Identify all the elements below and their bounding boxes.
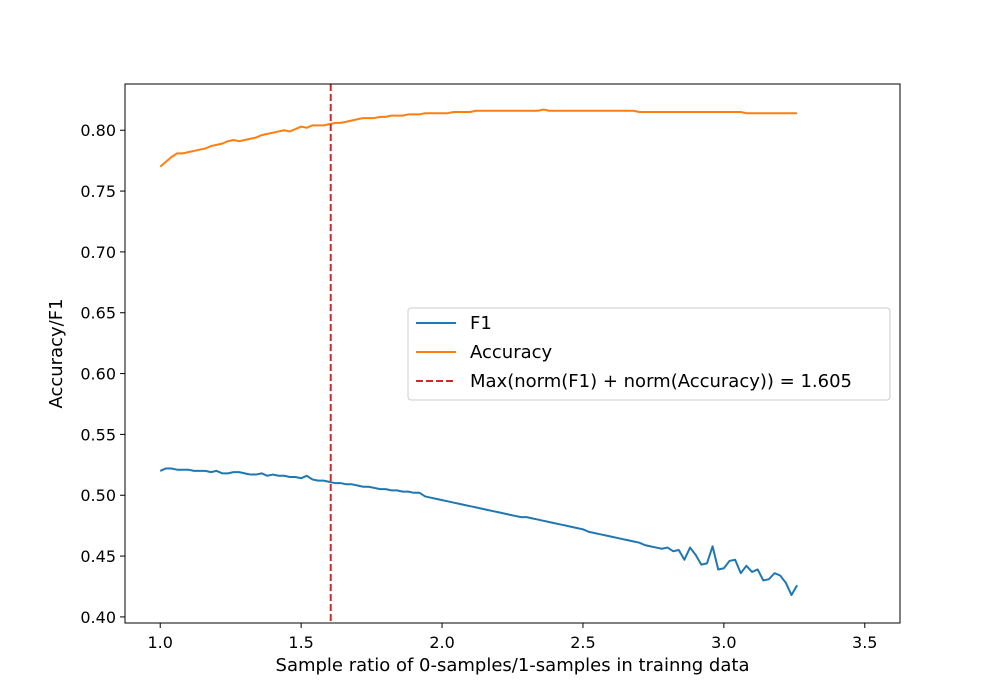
plot-frame xyxy=(124,83,901,624)
x-tick-label: 2.0 xyxy=(429,633,454,652)
y-tick-label: 0.60 xyxy=(80,365,116,384)
x-tick-label: 1.0 xyxy=(148,633,173,652)
y-axis-label: Accuracy/F1 xyxy=(46,298,67,408)
x-tick-label: 2.5 xyxy=(570,633,595,652)
x-tick-label: 3.5 xyxy=(852,633,877,652)
y-tick-label: 0.55 xyxy=(80,425,116,444)
legend-label-accuracy: Accuracy xyxy=(470,342,553,363)
legend: F1 Accuracy Max(norm(F1) + norm(Accuracy… xyxy=(407,307,891,401)
series-line-f1 xyxy=(159,467,799,597)
y-axis: 0.40 0.45 0.50 0.55 0.60 0.65 0.70 0.75 0.80 xyxy=(80,121,125,627)
x-tick-label: 3.0 xyxy=(711,633,736,652)
y-tick-label: 0.40 xyxy=(80,608,116,627)
plot-lines xyxy=(159,84,799,623)
x-axis: 1.0 1.5 2.0 2.5 3.0 3.5 xyxy=(148,623,877,652)
x-axis-label: Sample ratio of 0-samples/1-samples in t… xyxy=(276,655,750,676)
legend-label-f1: F1 xyxy=(470,313,492,334)
legend-box xyxy=(407,307,891,401)
y-tick-label: 0.50 xyxy=(80,486,116,505)
y-tick-label: 0.65 xyxy=(80,304,116,323)
y-tick-label: 0.80 xyxy=(80,121,116,140)
series-line-accuracy xyxy=(159,108,798,168)
y-tick-label: 0.45 xyxy=(80,547,116,566)
x-tick-label: 1.5 xyxy=(288,633,313,652)
y-tick-label: 0.75 xyxy=(80,182,116,201)
y-tick-label: 0.70 xyxy=(80,243,116,262)
legend-label-max-line: Max(norm(F1) + norm(Accuracy)) = 1.605 xyxy=(470,371,852,392)
